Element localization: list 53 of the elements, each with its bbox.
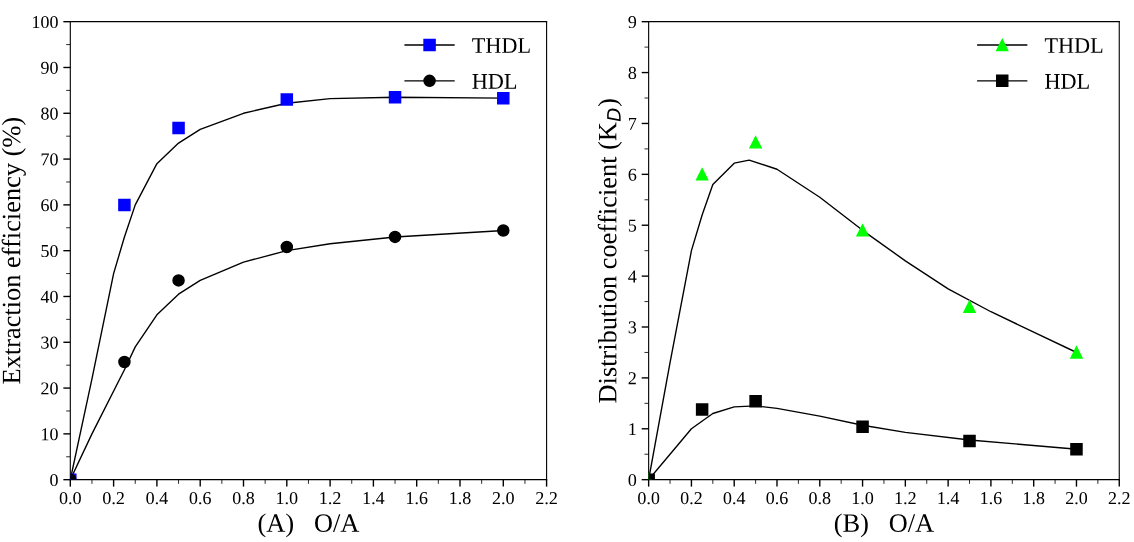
y-tick-label: 1 <box>629 423 636 436</box>
x-tick-label: 1.4 <box>363 492 385 505</box>
x-tick-label: 2.0 <box>1065 492 1088 505</box>
x-tick-label: 1.0 <box>277 492 298 505</box>
y-tick-label: 100 <box>33 15 58 29</box>
y-tick-label: 20 <box>41 382 58 395</box>
x-tick-label: 2.2 <box>1108 492 1130 505</box>
y-tick-label: 0 <box>50 473 58 487</box>
y-tick-label: 3 <box>628 321 637 334</box>
legend-label: THDL <box>472 38 530 53</box>
y-tick-label: 60 <box>41 199 58 212</box>
y-tick-label: 9 <box>628 15 637 29</box>
x-tick-label: 0.8 <box>232 492 255 505</box>
x-tick-label: 0.2 <box>680 492 702 505</box>
x-tick-label: 2.2 <box>536 492 557 505</box>
x-tick-label: 0.8 <box>809 492 831 505</box>
x-tick-label: 1.2 <box>320 492 341 505</box>
x-tick-label: 0.0 <box>638 492 660 505</box>
x-tick-label: 2.0 <box>492 492 514 505</box>
y-tick-label: 4 <box>628 270 637 283</box>
x-tick-label: 1.8 <box>1024 492 1045 505</box>
y-tick-label: 90 <box>41 61 58 74</box>
x-tick-label: 1.6 <box>981 492 1002 505</box>
y-tick-label: 5 <box>628 219 637 232</box>
x-tick-label: 1.8 <box>450 492 471 505</box>
x-tick-label: 0.0 <box>59 492 81 505</box>
x-tick-label: 0.4 <box>146 492 168 505</box>
y-axis-title: Distribution coefficient (K$_{D}$) <box>597 99 622 403</box>
y-tick-label: 10 <box>42 428 58 441</box>
x-tick-label: 1.0 <box>852 492 874 505</box>
y-tick-label: 40 <box>40 290 58 303</box>
x-axis-title: (B) O/A <box>834 513 934 538</box>
legend-label: HDL <box>472 74 517 89</box>
y-tick-label: 50 <box>41 244 58 258</box>
y-tick-label: 2 <box>628 372 636 385</box>
x-tick-label: 1.4 <box>938 492 960 505</box>
y-tick-label: 80 <box>41 107 58 120</box>
y-axis-title: Extraction efficiency (%) <box>1 117 26 384</box>
y-tick-label: 0 <box>628 473 637 487</box>
x-tick-label: 0.6 <box>189 492 211 505</box>
y-tick-label: 6 <box>628 168 637 181</box>
x-tick-label: 1.2 <box>895 492 916 505</box>
x-tick-label: 0.2 <box>103 492 124 505</box>
y-tick-label: 8 <box>628 66 637 80</box>
legend-label: HDL <box>1045 74 1089 89</box>
y-tick-label: 7 <box>629 117 637 130</box>
legend-label: THDL <box>1044 38 1103 53</box>
x-tick-label: 0.4 <box>723 492 746 505</box>
y-tick-label: 70 <box>41 153 58 166</box>
x-tick-label: 0.6 <box>766 492 788 505</box>
y-tick-label: 30 <box>41 336 58 349</box>
x-axis-title: (A) O/A <box>258 513 360 538</box>
x-tick-label: 1.6 <box>407 492 428 505</box>
